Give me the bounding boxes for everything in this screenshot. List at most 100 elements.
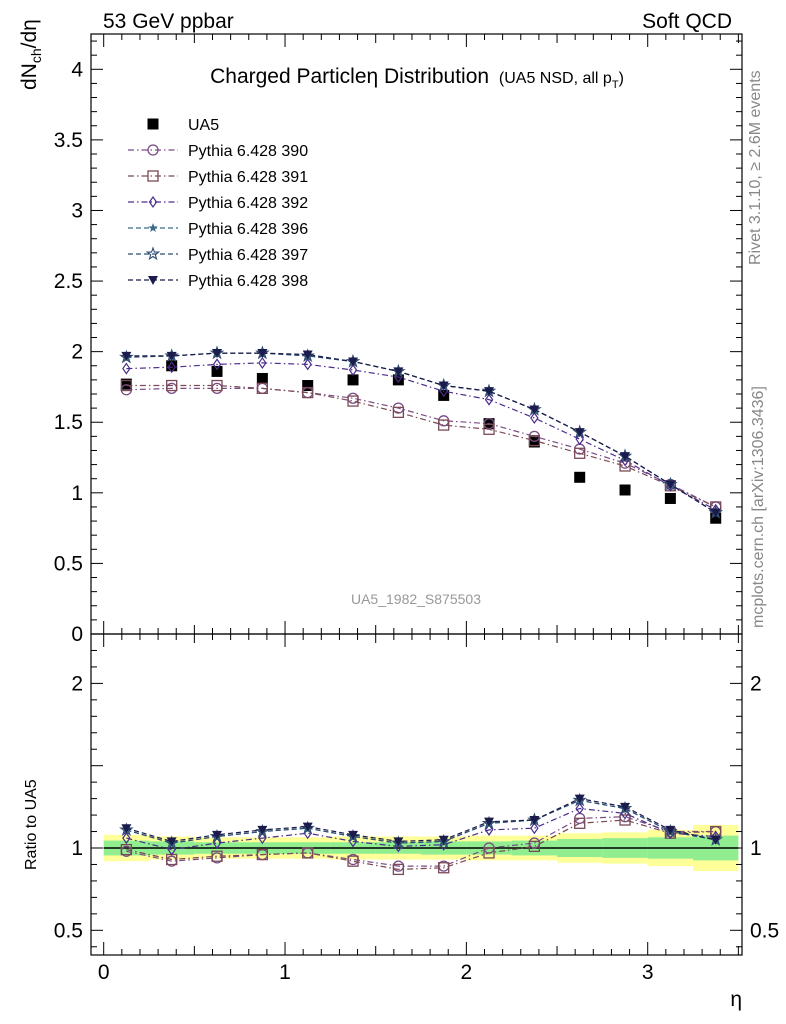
data-point: [211, 365, 223, 377]
y-tick-label: 1: [71, 482, 83, 505]
ratio-line: [126, 797, 716, 843]
y-tick-label-right: 2: [750, 672, 762, 695]
data-point: [212, 349, 223, 359]
ratio-point: [710, 835, 721, 845]
series-group: [120, 382, 722, 513]
series-line: [126, 352, 717, 514]
data-point: [348, 357, 359, 367]
series-line: [126, 387, 716, 508]
series-group: [120, 360, 722, 524]
ratio-panel: Ratio to UA5 η 0.5 0.5 1 1 2 2 0 1 2 3: [23, 633, 779, 1011]
ratio-point: [258, 832, 267, 845]
data-point: [710, 508, 721, 518]
ratio-frame: [90, 633, 743, 956]
ratio-point: [166, 837, 177, 847]
series-group: [120, 379, 722, 513]
series-line: [126, 384, 716, 508]
ratio-point: [167, 843, 176, 856]
ratio-y-label: Ratio to UA5: [23, 779, 40, 870]
main-series: [119, 345, 723, 524]
y-tick-label: 3: [71, 199, 83, 222]
series-group: [121, 349, 721, 518]
legend-label: Pythia 6.428 390: [188, 143, 308, 160]
legend-label: Pythia 6.428 391: [188, 169, 308, 186]
data-point: [484, 393, 494, 406]
ratio-point: [620, 802, 631, 812]
legend-label: UA5: [188, 117, 219, 134]
y-tick-label-right: 0.5: [750, 919, 779, 942]
ratio-series-group: [121, 794, 721, 847]
y-tick-label: 2: [71, 672, 83, 695]
data-point: [347, 374, 359, 386]
ratio-point: [348, 830, 359, 840]
data-point: [121, 351, 132, 361]
legend-marker: [148, 276, 158, 285]
ratio-point: [257, 825, 268, 835]
ratio-point: [484, 817, 495, 827]
ratio-point: [438, 862, 450, 874]
ratio-point: [392, 863, 405, 876]
ratio-series: [119, 792, 723, 876]
data-point: [392, 374, 404, 386]
chart-title-sub: (UA5 NSD, all pT): [499, 70, 624, 91]
data-point: [574, 428, 585, 438]
x-tick-label: 3: [642, 961, 654, 984]
data-point: [619, 484, 631, 496]
legend-marker: [145, 246, 161, 261]
ratio-point: [665, 825, 676, 835]
data-point: [665, 480, 676, 490]
chart-title: Charged Particleη Distribution (UA5 NSD,…: [210, 65, 624, 91]
ratio-line: [126, 816, 716, 867]
series-group: [121, 348, 721, 517]
ratio-point: [121, 824, 132, 834]
data-point: [258, 356, 267, 369]
ratio-line: [126, 807, 716, 851]
data-point: [574, 471, 586, 483]
data-point: [166, 360, 178, 372]
data-point: [710, 512, 722, 524]
data-point: [212, 358, 222, 371]
legend-marker: [147, 118, 159, 130]
data-point: [348, 363, 358, 377]
legend-label: Pythia 6.428 392: [188, 195, 308, 212]
legend-label: Pythia 6.428 396: [188, 221, 308, 238]
main-ticks: 0 0.5 1 1.5 2 2.5 3 3.5 4: [54, 34, 742, 646]
ratio-point: [120, 843, 133, 856]
legend-label: Pythia 6.428 398: [188, 273, 308, 290]
header-right: Soft QCD: [642, 10, 732, 33]
data-point: [166, 379, 178, 392]
legend-marker: [148, 195, 158, 209]
main-panel: Charged Particleη Distribution (UA5 NSD,…: [18, 19, 743, 646]
data-point: [256, 372, 268, 384]
data-point: [302, 380, 314, 392]
data-point: [211, 379, 223, 392]
y-axis-label: dNch/dη: [18, 19, 44, 90]
y-tick-label: 2.5: [54, 270, 83, 293]
ratio-point: [212, 830, 223, 840]
ratio-point: [529, 816, 540, 826]
x-tick-label: 0: [98, 961, 110, 984]
y-tick-label: 0.5: [54, 919, 83, 942]
ratio-point: [484, 823, 494, 836]
data-point: [664, 492, 676, 504]
series-group: [119, 345, 723, 519]
ratio-point: [302, 822, 313, 832]
ratio-ticks: 0.5 0.5 1 1 2 2 0 1 2 3: [54, 633, 779, 984]
series-line: [126, 362, 716, 511]
ratio-point: [256, 848, 269, 861]
x-axis-label: η: [730, 988, 742, 1011]
header-left: 53 GeV ppbar: [103, 10, 234, 33]
data-point: [393, 367, 404, 377]
data-point: [302, 350, 313, 360]
data-point: [438, 381, 449, 391]
y-tick-label: 4: [71, 58, 83, 81]
y-tick-label: 1.5: [54, 411, 83, 434]
data-point: [530, 411, 539, 425]
ratio-point: [575, 802, 584, 815]
legend-marker: [148, 223, 158, 232]
data-point: [529, 405, 540, 415]
y-tick-label: 1: [71, 837, 83, 860]
ratio-point: [619, 814, 631, 826]
data-point: [166, 351, 177, 361]
